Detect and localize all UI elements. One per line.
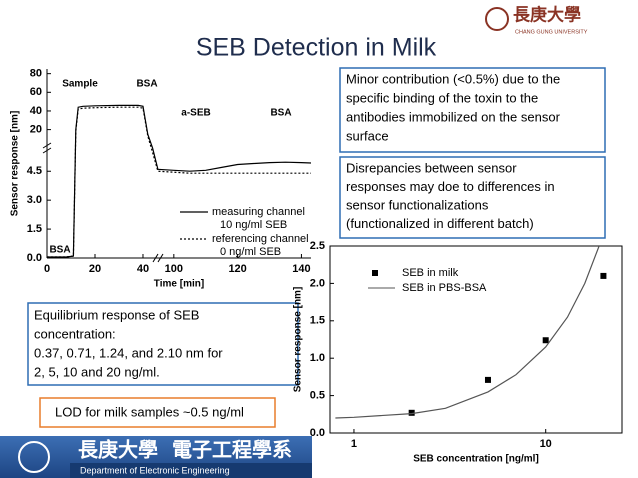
box-line: Disrepancies between sensor (346, 160, 517, 175)
x-tick-label: 0 (44, 263, 50, 275)
x-axis-label: SEB concentration [ng/ml] (413, 454, 539, 465)
y-axis-label: Sensor response [nm] (10, 111, 21, 217)
footer-department-zh: 電子工程學系 (172, 438, 292, 461)
box-line: concentration: (34, 326, 116, 341)
x-tick-label: 1 (351, 438, 357, 450)
x-tick-label: 120 (228, 263, 246, 275)
y-tick-label: 1.5 (310, 315, 325, 327)
annotation: a-SEB (181, 108, 210, 119)
y-tick-label: 80 (30, 68, 42, 80)
lod-text: LOD for milk samples ~0.5 ng/ml (55, 404, 244, 419)
legend-sublabel: 0 ng/ml SEB (220, 246, 281, 258)
chart-background (312, 240, 638, 478)
note-box (339, 156, 606, 239)
y-tick-label: 3.0 (27, 194, 42, 206)
logo-text: 長庚大學 (513, 4, 581, 24)
x-tick-label: 100 (165, 263, 183, 275)
y-tick-label: 2.0 (310, 277, 325, 289)
box-line: Equilibrium response of SEB (34, 307, 199, 322)
annotation: BSA (49, 245, 70, 256)
x-tick-label: 10 (540, 438, 552, 450)
y-axis-label: Sensor response [nm] (293, 287, 304, 393)
footer-emblem (18, 441, 50, 473)
y-tick-label: 20 (30, 124, 42, 136)
note-box (339, 67, 606, 153)
y-tick-label: 1.5 (27, 223, 42, 235)
x-tick-label: 140 (292, 263, 310, 275)
box-line: (functionalized in different batch) (346, 216, 534, 231)
plot-frame (329, 245, 623, 434)
box-line: sensor functionalizations (346, 197, 489, 212)
slide-title: SEB Detection in Milk (196, 34, 437, 62)
legend-label: measuring channel (212, 206, 305, 218)
data-point (408, 409, 415, 416)
legend-label: referencing channel (212, 233, 309, 245)
data-line (47, 106, 311, 258)
annotation: BSA (136, 79, 157, 90)
y-tick-label: 0.5 (310, 390, 325, 402)
annotation: Sample (62, 79, 98, 90)
box-line: responses may doe to differences in (346, 179, 555, 194)
legend-label: SEB in milk (402, 267, 459, 279)
box-line: antibodies immobilized on the sensor (346, 109, 561, 124)
y-tick-label: 2.5 (310, 240, 325, 252)
x-tick-label: 40 (137, 263, 149, 275)
annotation: BSA (270, 108, 291, 119)
data-point (600, 272, 607, 279)
box-line: surface (346, 128, 389, 143)
legend-sublabel: 10 ng/ml SEB (220, 219, 287, 231)
y-tick-label: 1.0 (310, 352, 325, 364)
y-tick-label: 0.0 (310, 427, 325, 439)
y-tick-label: 60 (30, 86, 42, 98)
x-tick-label: 20 (89, 263, 101, 275)
legend-marker (372, 270, 378, 276)
data-point (542, 337, 549, 344)
y-tick-label: 4.5 (27, 165, 42, 177)
y-tick-label: 40 (30, 105, 42, 117)
logo-subtitle: CHANG GUNG UNIVERSITY (515, 29, 588, 35)
box-line: 0.37, 0.71, 1.24, and 2.10 nm for (34, 345, 223, 360)
data-line (335, 246, 600, 419)
lod-box (39, 397, 276, 428)
logo-emblem (485, 7, 509, 31)
summary-box (27, 302, 299, 386)
legend-label: SEB in PBS-BSA (402, 282, 487, 294)
footer-logo: 長庚大學 (78, 437, 158, 461)
y-tick-label: 0.0 (27, 252, 42, 264)
data-line (47, 104, 312, 258)
x-axis-label: Time [min] (154, 279, 204, 290)
box-line: specific binding of the toxin to the (346, 90, 538, 105)
box-line: 2, 5, 10 and 20 ng/ml. (34, 364, 160, 379)
data-point (484, 376, 491, 383)
footer-department: Department of Electronic Engineering (80, 465, 230, 475)
box-line: Minor contribution (<0.5%) due to the (346, 71, 560, 86)
